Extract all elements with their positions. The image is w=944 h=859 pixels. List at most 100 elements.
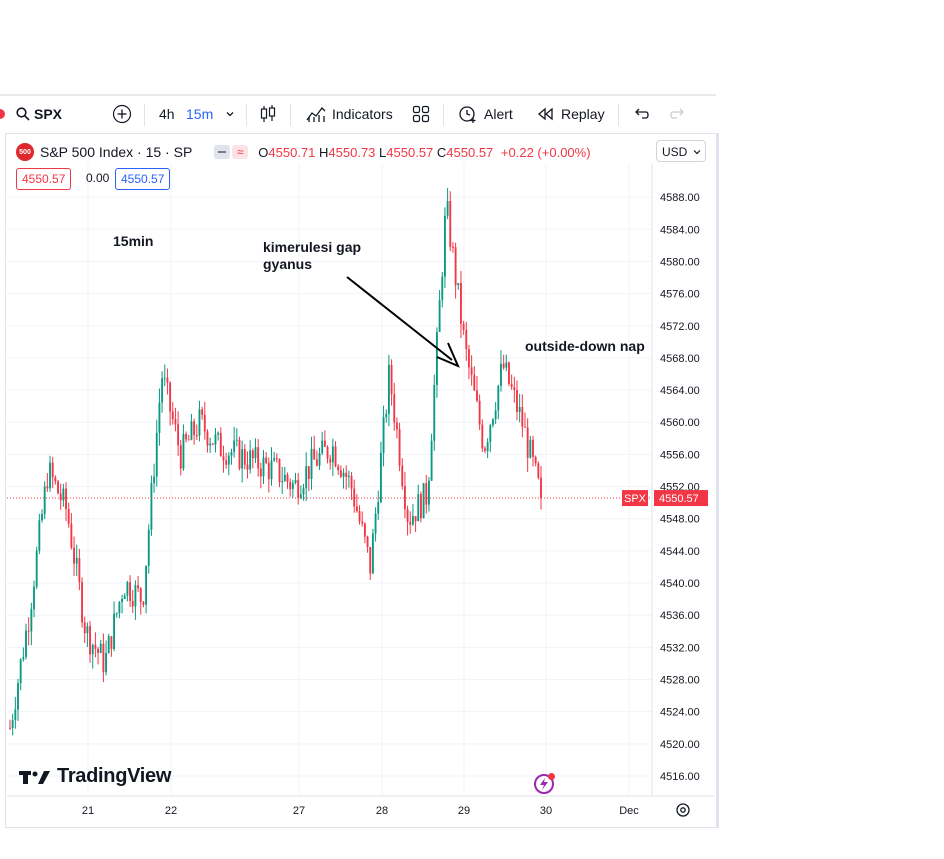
interval-4h-button[interactable]: 4h <box>159 96 175 132</box>
candle-body <box>158 402 161 433</box>
candle-body <box>51 462 54 478</box>
candle-body <box>468 349 470 368</box>
candle-body <box>347 475 350 477</box>
sp500-logo: 500 <box>16 143 34 161</box>
y-tick-label: 4520.00 <box>660 739 700 751</box>
candle-body <box>379 452 382 503</box>
candle-body <box>243 449 246 465</box>
candle-body <box>513 387 516 391</box>
candle-body <box>444 215 446 277</box>
redo-button[interactable] <box>669 96 687 132</box>
candle-body <box>540 477 542 499</box>
candle-body <box>283 474 286 482</box>
candle-body <box>187 439 190 441</box>
plus-circle-icon <box>112 104 132 124</box>
candle-body <box>414 516 417 522</box>
interval-4h-label: 4h <box>159 106 175 122</box>
candle-body <box>281 481 284 483</box>
close-label: C <box>436 144 447 160</box>
tradingview-mark-icon <box>19 770 50 784</box>
chart-type-button[interactable] <box>259 96 277 132</box>
interval-15m-button[interactable]: 15m <box>186 96 213 132</box>
top-toolbar: SPX 4h 15m Indicators Alert Replay <box>0 94 716 132</box>
candle-body <box>321 440 324 454</box>
symbol-search-button[interactable]: SPX <box>16 96 62 132</box>
interval-15m-label: 15m <box>186 106 214 122</box>
candle-body <box>190 421 193 440</box>
alert-button[interactable]: Alert <box>458 96 513 132</box>
candle-body <box>516 390 518 412</box>
candle-body <box>257 447 260 469</box>
replay-button[interactable]: Replay <box>537 96 605 132</box>
symbol-title[interactable]: S&P 500 Index · 15 · SP <box>40 144 193 160</box>
candle-body <box>249 450 252 470</box>
candle-body <box>425 483 428 505</box>
y-tick-label: 4516.00 <box>660 771 700 783</box>
undo-button[interactable] <box>632 96 650 132</box>
candle-body <box>403 486 406 510</box>
candle-body <box>206 431 209 446</box>
candle-body <box>86 626 89 634</box>
candle-body <box>481 424 484 449</box>
candle-body <box>131 600 134 607</box>
lightning-badge-icon[interactable] <box>534 773 555 794</box>
candle-body <box>532 439 534 457</box>
candle-body <box>9 727 11 729</box>
candle-body <box>526 427 529 458</box>
candle-body <box>411 516 414 525</box>
candle-body <box>449 201 452 247</box>
tradingview-wordmark: TradingView <box>57 765 172 787</box>
visibility-toggle[interactable]: ≈ <box>214 145 249 159</box>
candle-body <box>118 602 121 614</box>
candle-body <box>387 364 390 414</box>
candle-body <box>222 456 225 461</box>
candle-body <box>342 472 345 477</box>
candle-body <box>211 443 214 445</box>
gear-icon <box>676 803 690 817</box>
templates-button[interactable] <box>412 96 430 132</box>
y-tick-label: 4588.00 <box>660 192 700 204</box>
buy-price-box[interactable]: 4550.57 <box>115 168 171 190</box>
candle-body <box>115 613 118 615</box>
candle-body <box>492 419 494 426</box>
compare-button[interactable] <box>112 96 132 132</box>
candle-body <box>171 411 174 420</box>
candle-body <box>73 547 75 564</box>
candle-body <box>70 523 73 548</box>
candle-body <box>484 448 486 452</box>
candle-body <box>329 458 332 463</box>
current-price-label: 4550.57 <box>659 493 699 505</box>
tradingview-logo[interactable]: TradingView <box>19 765 171 788</box>
candle-body <box>393 394 396 423</box>
candle-body <box>195 435 198 437</box>
candle-body <box>382 417 385 453</box>
indicators-icon <box>306 107 326 122</box>
interval-dropdown-button[interactable] <box>225 96 235 132</box>
indicators-button[interactable]: Indicators <box>306 96 393 132</box>
sell-price-box[interactable]: 4550.57 <box>16 168 72 190</box>
candle-body <box>43 486 46 515</box>
x-tick-label: 21 <box>82 805 94 817</box>
chart-settings-button[interactable] <box>675 802 691 823</box>
candle-body <box>65 488 67 509</box>
y-tick-label: 4528.00 <box>660 675 700 687</box>
candle-body <box>81 582 83 623</box>
candle-body <box>153 476 156 484</box>
candle-body <box>305 466 308 489</box>
candle-body <box>35 550 38 587</box>
candle-body <box>278 459 281 483</box>
candle-body <box>169 382 172 412</box>
candle-body <box>521 407 524 427</box>
candle-body <box>83 622 86 634</box>
candle-body <box>486 442 489 452</box>
x-tick-label: 28 <box>376 805 388 817</box>
candle-body <box>174 419 177 425</box>
candle-body <box>233 440 236 453</box>
symbol-label: SPX <box>34 106 63 122</box>
high-label: H <box>319 144 329 160</box>
open-value: 4550.71 <box>268 144 316 160</box>
x-tick-label: 29 <box>458 805 470 817</box>
candle-body <box>33 586 35 610</box>
currency-select[interactable]: USD <box>656 140 706 162</box>
